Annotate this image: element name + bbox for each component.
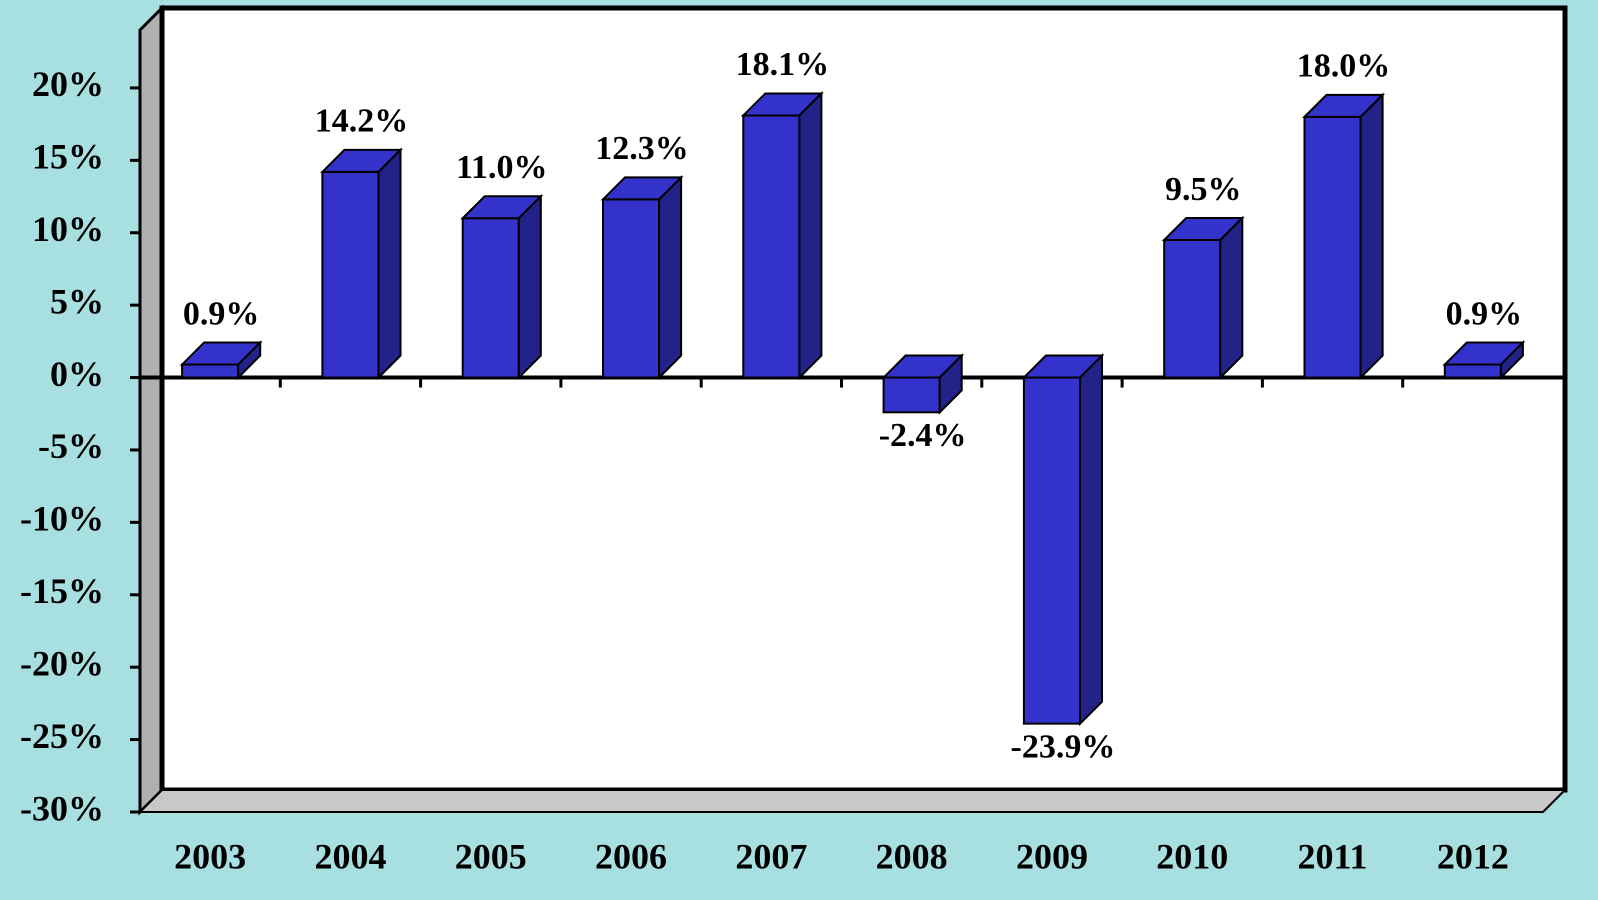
y-tick-label: -30% (20, 788, 104, 828)
data-label: 9.5% (1165, 171, 1242, 208)
data-label: -2.4% (879, 417, 967, 454)
data-label: 11.0% (456, 149, 548, 186)
bar-side (938, 353, 963, 415)
x-tick-label: 2006 (595, 836, 667, 876)
bar (601, 198, 661, 379)
x-tick-label: 2010 (1156, 836, 1228, 876)
bar-side (1359, 92, 1384, 380)
bar (1443, 363, 1502, 379)
data-label: 18.0% (1297, 48, 1391, 85)
bar-side (798, 91, 823, 380)
bar-side (1499, 340, 1524, 380)
x-tick-label: 2005 (455, 836, 527, 876)
y-tick-label: 10% (32, 209, 104, 249)
data-label: 18.1% (736, 46, 830, 83)
bar (1303, 115, 1362, 379)
y-tick-label: 0% (50, 354, 104, 394)
bar-side (1079, 353, 1104, 727)
bar (742, 114, 801, 379)
bar (181, 363, 240, 379)
x-tick-label: 2008 (876, 836, 948, 876)
data-label: 0.9% (1446, 295, 1523, 332)
x-tick-label: 2004 (314, 836, 386, 876)
x-tick-label: 2007 (735, 836, 807, 876)
data-label: 0.9% (183, 295, 260, 332)
x-tick-label: 2009 (1016, 836, 1088, 876)
bar (321, 170, 380, 379)
floor (137, 789, 1568, 813)
y-tick-label: 15% (32, 137, 104, 177)
bar (882, 376, 941, 414)
y-tick-label: -5% (38, 426, 104, 466)
bar-side (658, 175, 683, 380)
y-tick-label: -10% (20, 499, 104, 539)
y-tick-label: -15% (20, 571, 104, 611)
bar-side (517, 193, 542, 380)
bar (461, 217, 520, 379)
bar (1163, 238, 1222, 379)
y-tick-label: 5% (50, 281, 104, 321)
x-tick-label: 2012 (1437, 836, 1509, 876)
bar-side (377, 147, 402, 380)
data-label: 14.2% (315, 103, 409, 140)
bar (1022, 376, 1082, 725)
data-label: -23.9% (1011, 728, 1116, 765)
bar-side (1219, 215, 1244, 380)
y-tick-label: -20% (20, 643, 104, 683)
data-label: 12.3% (595, 130, 689, 167)
x-tick-label: 2011 (1298, 836, 1368, 876)
y-tick-label: -25% (20, 716, 104, 756)
side-wall (138, 4, 164, 816)
x-tick-label: 2003 (174, 836, 246, 876)
y-tick-label: 20% (32, 64, 104, 104)
bar-side (237, 340, 262, 380)
